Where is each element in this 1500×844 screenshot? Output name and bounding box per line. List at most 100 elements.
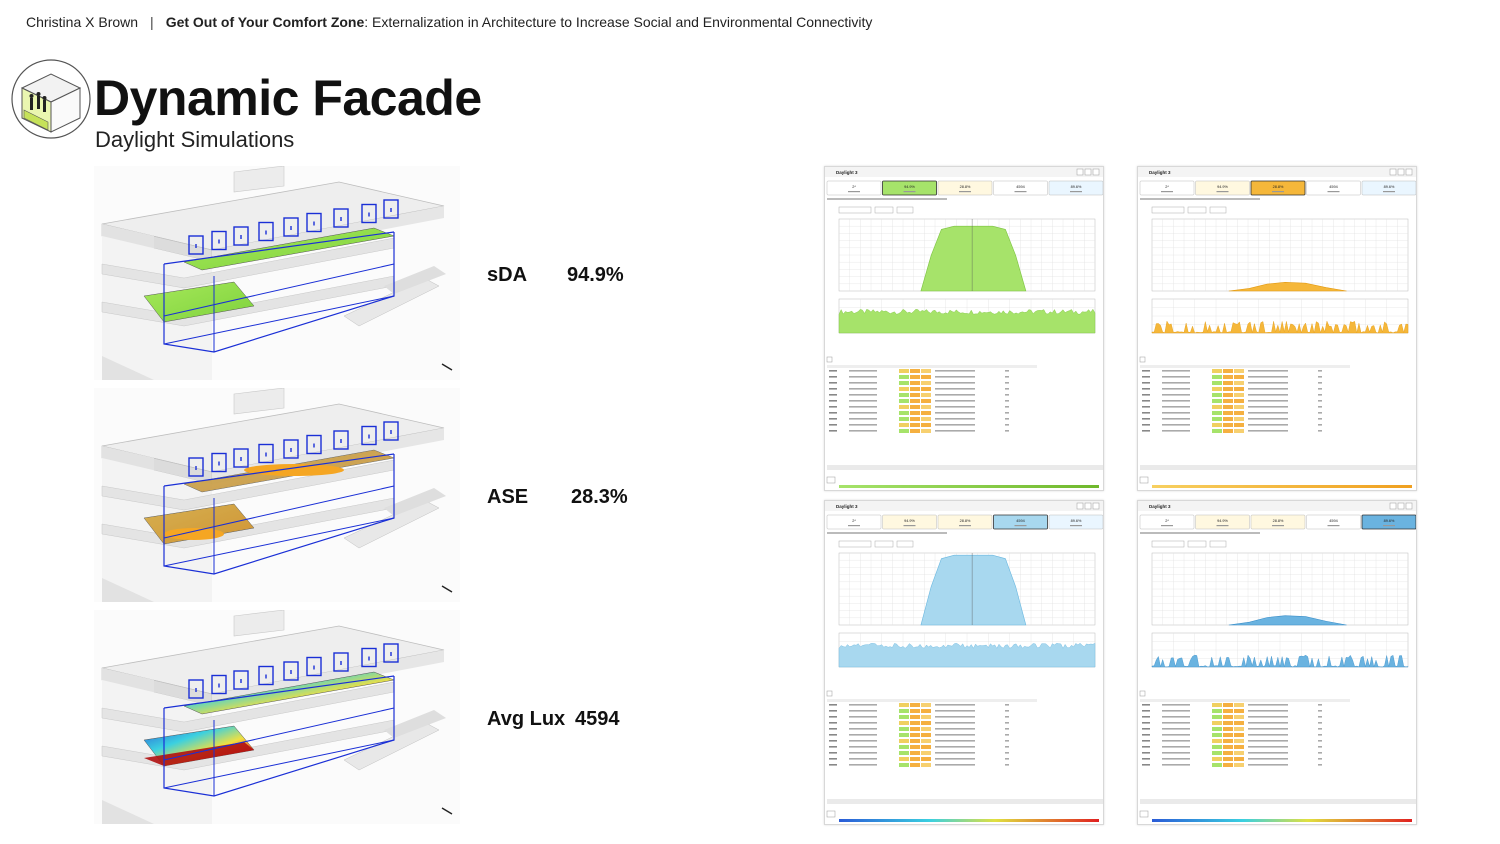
display-icon[interactable] — [826, 810, 836, 818]
period-dropdown[interactable] — [1209, 206, 1227, 214]
metric-ase: ASE 28.3% — [487, 486, 628, 509]
window-control-icon[interactable] — [1092, 168, 1100, 176]
window-control-icon[interactable] — [1405, 502, 1413, 510]
area-dropdown[interactable] — [1187, 540, 1207, 548]
metric-tab[interactable] — [937, 514, 993, 530]
lux-render-image — [94, 610, 460, 824]
metric-lux: Avg Lux 4594 — [487, 708, 620, 731]
metric-tab-value: 4594 — [1016, 185, 1024, 189]
panel-title: Daylight 3 — [1149, 170, 1171, 175]
metric-tab[interactable] — [1139, 514, 1195, 530]
metric-tab-value: 89.6% — [1071, 519, 1082, 523]
metric-tab-value: 28.8% — [960, 185, 971, 189]
metric-tab[interactable] — [826, 180, 882, 196]
metric-tab[interactable] — [1195, 180, 1250, 196]
metric-sda: sDA 94.9% — [487, 264, 624, 287]
filter-icon[interactable] — [826, 690, 833, 697]
project-title-rest: : Externalization in Architecture to Inc… — [364, 14, 873, 30]
area-dropdown[interactable] — [874, 206, 894, 214]
metric-tab[interactable] — [1361, 180, 1416, 196]
metric-ase-label: ASE — [487, 486, 529, 508]
filter-icon[interactable] — [826, 356, 833, 363]
metric-tab-value: 4594 — [1329, 519, 1337, 523]
page-title: Dynamic Facade — [94, 70, 482, 126]
ase-simulation-panel: Daylight 3 2* 94.9% 28.8% 4594 89.6% — [1137, 166, 1417, 491]
annual-profile-area — [838, 642, 1096, 668]
daily-profile-area — [920, 554, 1027, 626]
window-control-icon[interactable] — [1092, 502, 1100, 510]
header-line: Christina X Brown | Get Out of Your Comfor… — [26, 14, 872, 30]
metric-dropdown[interactable] — [1151, 540, 1185, 548]
window-control-icon[interactable] — [1084, 502, 1092, 510]
metric-tab-value: 28.8% — [960, 519, 971, 523]
period-dropdown[interactable] — [896, 540, 914, 548]
metric-dropdown[interactable] — [838, 206, 872, 214]
cube-logo-icon — [10, 58, 92, 140]
metric-tab[interactable] — [882, 514, 937, 530]
metric-tab-value: 89.6% — [1384, 519, 1395, 523]
window-control-icon[interactable] — [1389, 502, 1397, 510]
metric-tab[interactable] — [1361, 514, 1416, 530]
lux-simulation-panel: Daylight 3 2* 94.9% 28.8% 4594 89.6% — [824, 500, 1104, 825]
legend-scale-bar — [839, 819, 1099, 822]
metric-tab[interactable] — [882, 180, 937, 196]
metric-tab[interactable] — [1306, 514, 1361, 530]
window-control-icon[interactable] — [1389, 168, 1397, 176]
daily-profile-area — [920, 225, 1027, 292]
metric-tab-value: 2* — [1165, 185, 1169, 189]
area-dropdown[interactable] — [1187, 206, 1207, 214]
display-icon[interactable] — [1139, 810, 1149, 818]
window-control-icon[interactable] — [1397, 168, 1405, 176]
metric-tab-value: 94.9% — [1217, 185, 1228, 189]
metric-tab[interactable] — [937, 180, 993, 196]
filter-icon[interactable] — [1139, 356, 1146, 363]
metric-tab-value: 94.9% — [904, 185, 915, 189]
ase-render-image — [94, 388, 460, 602]
window-control-icon[interactable] — [1084, 168, 1092, 176]
display-icon[interactable] — [1139, 476, 1149, 484]
metric-tab-value: 4594 — [1329, 185, 1337, 189]
period-dropdown[interactable] — [896, 206, 914, 214]
filter-icon[interactable] — [1139, 690, 1146, 697]
metric-tab[interactable] — [1250, 180, 1306, 196]
metric-tab-value: 4594 — [1016, 519, 1024, 523]
metric-tab[interactable] — [993, 180, 1048, 196]
area-dropdown[interactable] — [874, 540, 894, 548]
panel-title: Daylight 3 — [836, 504, 858, 509]
legend-scale-bar — [1152, 819, 1412, 822]
metric-tab[interactable] — [1048, 514, 1103, 530]
project-title-bold: Get Out of Your Comfort Zone — [165, 14, 365, 30]
metric-lux-label: Avg Lux — [487, 708, 566, 730]
window-control-icon[interactable] — [1397, 502, 1405, 510]
legend-scale-bar — [839, 485, 1099, 488]
metric-tab[interactable] — [1250, 514, 1306, 530]
sda-render-image — [94, 166, 460, 380]
metric-tab[interactable] — [1139, 180, 1195, 196]
display-icon[interactable] — [826, 476, 836, 484]
metric-tab[interactable] — [1195, 514, 1250, 530]
metric-tab[interactable] — [1306, 180, 1361, 196]
metric-tab[interactable] — [1048, 180, 1103, 196]
metric-dropdown[interactable] — [1151, 206, 1185, 214]
header-separator: | — [150, 14, 154, 30]
daily-profile-area — [1228, 282, 1347, 292]
panel-title: Daylight 3 — [1149, 504, 1171, 509]
panel-title: Daylight 3 — [836, 170, 858, 175]
metric-tab-value: 28.8% — [1273, 519, 1284, 523]
metric-tab-value: 28.8% — [1273, 185, 1284, 189]
window-control-icon[interactable] — [1405, 168, 1413, 176]
metric-ase-value: 28.3% — [571, 486, 628, 508]
metric-dropdown[interactable] — [838, 540, 872, 548]
metric-tab-value: 89.6% — [1384, 185, 1395, 189]
window-control-icon[interactable] — [1076, 502, 1084, 510]
metric-tab[interactable] — [993, 514, 1048, 530]
metric-tab[interactable] — [826, 514, 882, 530]
window-control-icon[interactable] — [1076, 168, 1084, 176]
page-subtitle: Daylight Simulations — [95, 127, 295, 152]
legend-scale-bar — [1152, 485, 1412, 488]
metric-tab-value: 94.9% — [904, 519, 915, 523]
sda-simulation-panel: Daylight 3 2* 94.9% 28.8% 4594 89.6% — [824, 166, 1104, 491]
author-name: Christina X Brown — [26, 14, 139, 30]
metric-tab-value: 94.9% — [1217, 519, 1228, 523]
period-dropdown[interactable] — [1209, 540, 1227, 548]
